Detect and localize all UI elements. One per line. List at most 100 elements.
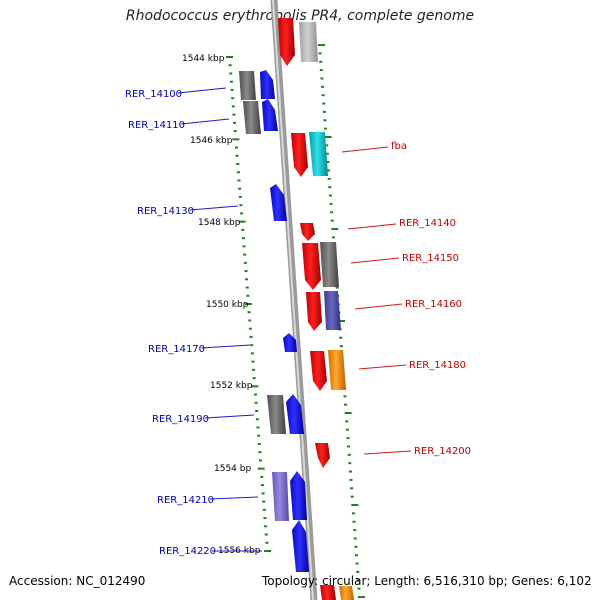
- gene-rer14160[interactable]: [306, 292, 322, 331]
- scale-dash: [347, 453, 351, 456]
- scale-dash: [260, 475, 264, 478]
- scale-dash: [324, 136, 332, 138]
- scale-dash: [339, 345, 343, 348]
- gene-label[interactable]: RER_14160: [405, 299, 462, 310]
- scale-dash: [231, 97, 235, 100]
- gene-label[interactable]: RER_14190: [152, 414, 209, 425]
- scale-dash: [335, 286, 339, 289]
- scale-dash: [264, 550, 271, 552]
- scale-dash: [318, 44, 325, 46]
- scale-dash: [234, 146, 238, 149]
- gene-fba[interactable]: [291, 133, 308, 177]
- gene-rer14110[interactable]: [262, 99, 278, 131]
- gene-rer14150[interactable]: [302, 243, 321, 290]
- scale-dash: [252, 368, 256, 371]
- gene-rer14190[interactable]: [286, 394, 304, 434]
- scale-dash: [350, 487, 354, 490]
- scale-dash: [329, 202, 333, 205]
- tick-label: 1546 kbp: [190, 136, 233, 146]
- scale-dash: [328, 194, 332, 197]
- genome-summary-text: Topology: circular; Length: 6,516,310 bp…: [262, 574, 592, 588]
- scale-dash: [327, 169, 331, 172]
- scale-dash: [243, 253, 247, 256]
- gene-rer14180[interactable]: [310, 351, 327, 391]
- scale-dash: [242, 245, 246, 248]
- scale-dash: [254, 401, 258, 404]
- scale-dash: [353, 529, 357, 532]
- scale-dash: [233, 121, 237, 124]
- scale-dash: [322, 110, 326, 113]
- scale-dash: [232, 138, 240, 141]
- scale-dash: [249, 335, 253, 338]
- scale-dash: [231, 105, 235, 108]
- gene-label[interactable]: RER_14130: [137, 206, 194, 217]
- gene-label[interactable]: RER_14220: [159, 546, 216, 557]
- scale-dash: [325, 144, 329, 147]
- gene-rer14190-gray[interactable]: [267, 395, 286, 434]
- scale-dash: [256, 426, 260, 429]
- scale-dash: [346, 437, 350, 440]
- gene-fba-cyan[interactable]: [309, 132, 328, 176]
- scale-dash: [237, 179, 241, 182]
- gene-bottom-orange[interactable]: [339, 586, 354, 600]
- gene-label[interactable]: fba: [391, 141, 407, 152]
- tick-label: 1544 kbp: [182, 54, 225, 64]
- gene-rer14160-purple[interactable]: [324, 291, 341, 330]
- scale-dash: [260, 484, 264, 487]
- gene-rer14100[interactable]: [260, 70, 275, 99]
- scale-dash: [229, 80, 233, 83]
- scale-dash: [358, 596, 365, 598]
- scale-dash: [244, 270, 248, 273]
- scale-dash: [250, 344, 254, 347]
- scale-dash: [345, 428, 349, 431]
- gene-top-gray[interactable]: [299, 22, 318, 62]
- gene-label[interactable]: RER_14150: [402, 253, 459, 264]
- scale-dash: [232, 113, 236, 116]
- gene-rer14140[interactable]: [300, 223, 315, 241]
- scale-dash: [229, 72, 233, 75]
- scale-dash: [241, 228, 245, 231]
- gene-rer14180-orange[interactable]: [328, 350, 346, 390]
- gene-track: [239, 18, 354, 600]
- scale-dash: [238, 187, 242, 190]
- gene-rer14210-lavender[interactable]: [272, 472, 289, 521]
- scale-dash: [330, 219, 334, 222]
- scale-dash: [258, 451, 262, 454]
- scale-dash: [345, 420, 349, 423]
- scale-dash: [250, 352, 254, 355]
- gene-rer14220[interactable]: [292, 520, 309, 572]
- gene-label[interactable]: RER_14200: [414, 446, 471, 457]
- gene-top-red[interactable]: [278, 18, 295, 66]
- gene-left-gray-1[interactable]: [239, 71, 256, 100]
- gene-label[interactable]: RER_14100: [125, 89, 182, 100]
- scale-dash: [357, 587, 361, 590]
- scale-dash: [245, 286, 249, 289]
- scale-dash: [351, 512, 355, 515]
- gene-rer14170[interactable]: [283, 333, 297, 352]
- scale-dash: [251, 360, 255, 363]
- gene-label[interactable]: RER_14110: [128, 120, 185, 131]
- scale-dash: [348, 470, 352, 473]
- scale-dash: [230, 88, 234, 91]
- scale-dash: [238, 195, 242, 198]
- scale-dash: [262, 508, 266, 511]
- gene-label[interactable]: RER_14210: [157, 495, 214, 506]
- tick-label: 1552 kbp: [210, 381, 253, 391]
- scale-dash: [255, 410, 259, 413]
- gene-rer14200[interactable]: [315, 443, 330, 468]
- gene-rer14210[interactable]: [290, 471, 307, 520]
- gene-rer14150-gray[interactable]: [320, 242, 339, 287]
- tick-label: 1548 kbp: [198, 218, 241, 228]
- gene-left-gray-2[interactable]: [243, 101, 261, 134]
- accession-text: Accession: NC_012490: [9, 574, 146, 588]
- gene-rer14130[interactable]: [270, 184, 287, 221]
- scale-dash: [338, 320, 345, 322]
- scale-dash: [323, 119, 327, 122]
- gene-label[interactable]: RER_14170: [148, 344, 205, 355]
- scale-dash: [324, 127, 328, 130]
- gene-label[interactable]: RER_14180: [409, 360, 466, 371]
- scale-dash: [354, 554, 358, 557]
- gene-bottom-red[interactable]: [320, 585, 336, 600]
- gene-label[interactable]: RER_14140: [399, 218, 456, 229]
